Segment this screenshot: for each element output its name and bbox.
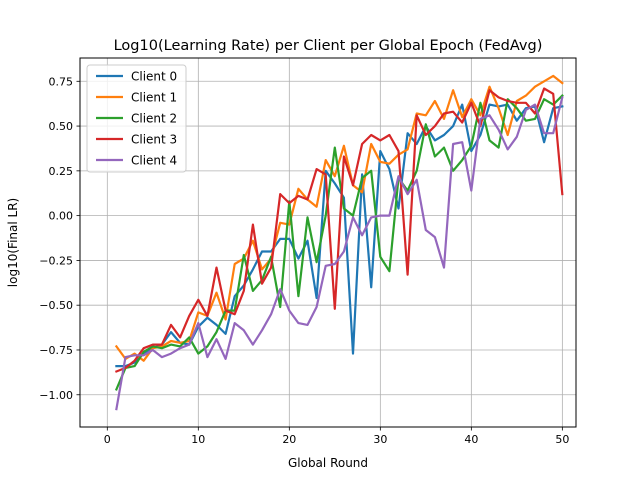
x-tick-label: 10	[191, 433, 205, 446]
y-tick-label: −1.00	[39, 389, 73, 402]
series-line-client-4	[115, 96, 564, 411]
axis-ticks: 0 10 20 30 40 50 −1.00 −0.75 −0.50 −0.25 0.00 0.25 0…	[39, 75, 569, 446]
x-tick-label: 40	[464, 433, 478, 446]
x-tick-label: 50	[555, 433, 569, 446]
legend-box	[86, 64, 187, 173]
plot-area-frame	[79, 57, 577, 428]
y-tick-label: 0.50	[49, 120, 74, 133]
legend-entry-label: Client 4	[131, 154, 177, 168]
x-tick-label: 30	[373, 433, 387, 446]
y-tick-label: 0.00	[49, 210, 74, 223]
y-tick-label: −0.50	[39, 299, 73, 312]
legend-entry-label: Client 3	[131, 133, 177, 147]
y-tick-label: −0.75	[39, 344, 73, 357]
legend: Client 0 Client 1 Client 2 Client 3 Client 4	[86, 64, 187, 173]
x-tick-label: 20	[282, 433, 296, 446]
legend-entry-label: Client 0	[131, 70, 177, 84]
y-axis-label: log10(Final LR)	[6, 198, 20, 287]
y-tick-label: 0.25	[49, 165, 74, 178]
x-tick-label: 0	[104, 433, 111, 446]
series-line-client-1	[114, 74, 564, 362]
legend-entry-label: Client 1	[131, 91, 177, 105]
legend-entry-label: Client 2	[131, 112, 177, 126]
x-axis-label: Global Round	[288, 456, 368, 470]
chart-title: Log10(Learning Rate) per Client per Glob…	[114, 38, 543, 54]
series-lines	[114, 74, 564, 411]
y-tick-label: −0.25	[39, 254, 73, 267]
y-tick-label: 0.75	[49, 75, 74, 88]
series-line-client-3	[114, 87, 564, 373]
